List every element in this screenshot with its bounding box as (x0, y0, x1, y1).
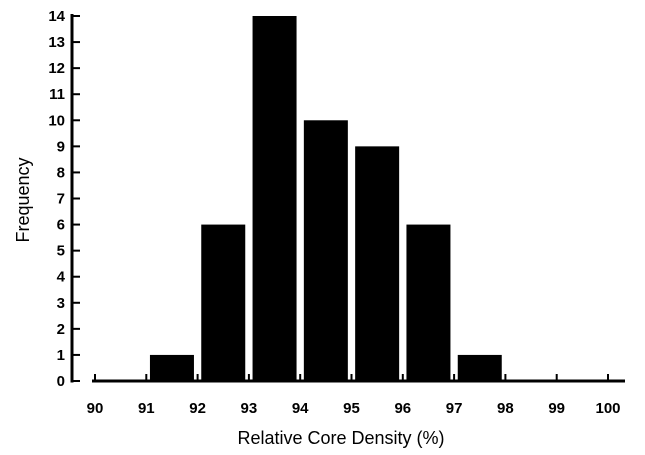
y-tick-label: 12 (48, 60, 65, 77)
x-tick-label: 91 (138, 400, 155, 417)
y-tick-label: 8 (57, 164, 65, 181)
x-ticks-group: 90 91 92 93 94 95 96 97 98 99 100 (87, 374, 621, 417)
x-tick-label: 97 (446, 400, 463, 417)
x-tick-label: 100 (595, 400, 620, 417)
y-tick-label: 10 (48, 112, 65, 129)
x-tick-label: 90 (87, 400, 104, 417)
bar-91 (149, 354, 194, 381)
y-axis-title: Frequency (13, 157, 33, 242)
axes-group (70, 14, 625, 383)
y-tick-label: 1 (57, 347, 65, 364)
y-tick-label: 13 (48, 34, 65, 51)
x-tick-label: 93 (241, 400, 258, 417)
x-tick-label: 96 (394, 400, 411, 417)
y-tick-label: 7 (57, 191, 65, 208)
y-tick-label: 5 (57, 243, 65, 260)
bar-96 (406, 224, 451, 381)
bar-94 (303, 120, 348, 382)
y-tick-label: 2 (57, 321, 65, 338)
x-tick-label: 94 (292, 400, 309, 417)
y-tick-label: 14 (48, 8, 65, 25)
x-tick-label: 95 (343, 400, 360, 417)
y-tick-label: 9 (57, 138, 65, 155)
bar-95 (355, 146, 400, 381)
y-tick-label: 0 (57, 373, 65, 390)
x-tick-label: 92 (189, 400, 206, 417)
bar-97 (457, 354, 502, 381)
bar-93 (252, 16, 297, 381)
x-axis-title: Relative Core Density (%) (237, 428, 444, 448)
bar-92 (201, 224, 246, 381)
x-tick-label: 99 (548, 400, 565, 417)
y-tick-label: 6 (57, 217, 65, 234)
y-tick-label: 11 (49, 86, 65, 103)
bars-group (149, 16, 502, 382)
y-tick-label: 4 (57, 269, 66, 286)
x-tick-label: 98 (497, 400, 514, 417)
y-tick-label: 3 (57, 295, 65, 312)
